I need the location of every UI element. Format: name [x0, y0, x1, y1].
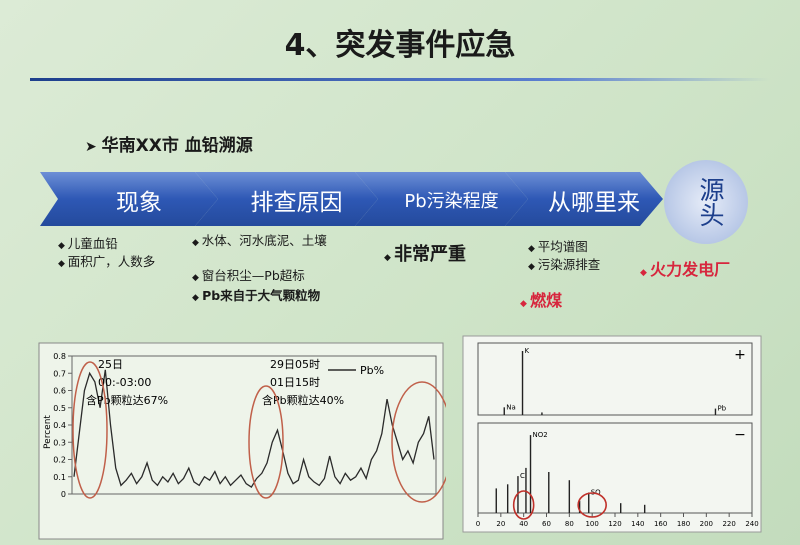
bullet-item: Pb来自于大气颗粒物 — [192, 285, 320, 304]
highlight-ellipse — [248, 385, 284, 499]
subtitle: 华南XX市 血铅溯源 — [85, 131, 253, 156]
bullet-item: 水体、河水底泥、土壤 — [192, 230, 327, 249]
x-tick-label: 140 — [631, 520, 644, 528]
annotation: 含Pb颗粒达40% — [262, 393, 344, 407]
spectrum-chart: + Na K Pb − Cl NO2 SO 0 20 40 60 80 100 120 140 160 180 20… — [462, 335, 762, 533]
y-tick-label: 0.3 — [53, 438, 66, 447]
chevron — [40, 172, 218, 226]
y-tick-label: 0.4 — [53, 421, 66, 430]
x-tick-label: 60 — [542, 520, 551, 528]
peak-label: Na — [506, 403, 516, 411]
y-tick-label: 0.5 — [53, 404, 66, 413]
panel-sign: + — [734, 347, 746, 363]
peak-label: Cl — [520, 472, 527, 480]
x-tick-label: 0 — [476, 520, 480, 528]
peak-label: NO2 — [533, 431, 548, 439]
bullet-item: 面积广，人数多 — [58, 251, 156, 270]
x-tick-label: 200 — [700, 520, 713, 528]
step-label: Pb污染程度 — [404, 191, 499, 212]
bullet-item: 火力发电厂 — [640, 256, 750, 280]
x-tick-label: 40 — [519, 520, 528, 528]
peak-label: K — [525, 347, 530, 355]
highlight-ellipse — [512, 490, 535, 520]
x-tick-label: 100 — [585, 520, 598, 528]
step-label: 源头 — [696, 177, 725, 227]
bullet-item: 非常严重 — [384, 240, 466, 266]
slide-title: 4、突发事件应急 — [284, 28, 516, 63]
source-circle — [664, 160, 748, 244]
legend-label: Pb% — [360, 364, 384, 377]
annotation: 25日 — [98, 358, 123, 371]
bullet-item: 平均谱图 — [528, 236, 588, 255]
x-tick-label: 160 — [654, 520, 667, 528]
x-tick-label: 180 — [677, 520, 690, 528]
x-tick-label: 220 — [722, 520, 735, 528]
step-label: 现象 — [116, 190, 162, 216]
bullet-item: 窗台积尘—Pb超标 — [192, 265, 305, 284]
y-tick-label: 0.1 — [53, 473, 66, 482]
x-tick-label: 20 — [496, 520, 505, 528]
x-tick-label: 120 — [608, 520, 621, 528]
annotation: 含Pb颗粒达67% — [86, 393, 168, 407]
chevron — [355, 172, 528, 226]
y-tick-label: 0.2 — [53, 456, 66, 465]
pb-chart: 0 0.1 0.2 0.3 0.4 0.5 0.6 0.7 0.8 Percent Pb% 25日 00… — [38, 342, 446, 540]
panel-sign: − — [734, 427, 746, 443]
highlight-ellipse — [577, 492, 607, 518]
chevron — [505, 172, 663, 226]
y-axis-label: Percent — [43, 415, 53, 449]
y-tick-label: 0.6 — [53, 387, 66, 396]
chart-frame — [462, 335, 762, 533]
annotation: 01日15时 — [270, 376, 320, 389]
bullet-item: 儿童血铅 — [58, 233, 118, 252]
panel — [477, 342, 753, 416]
y-tick-label: 0.8 — [53, 352, 66, 361]
step-label: 排查原因 — [250, 190, 343, 216]
peak-label: SO — [591, 489, 601, 497]
x-tick-label: 240 — [745, 520, 758, 528]
highlight-ellipse — [72, 361, 108, 499]
chevron — [195, 172, 378, 226]
annotation: 29日05时 — [270, 358, 320, 371]
annotation: 00:-03:00 — [98, 376, 151, 389]
title-rule — [30, 78, 770, 81]
x-tick-label: 80 — [565, 520, 574, 528]
bullet-item: 污染源排查 — [528, 254, 601, 273]
bullet-item: 燃煤 — [520, 287, 562, 311]
y-tick-label: 0 — [61, 490, 66, 499]
y-tick-label: 0.7 — [53, 369, 66, 378]
step-label: 从哪里来 — [548, 190, 640, 216]
peak-label: Pb — [717, 405, 726, 413]
highlight-ellipse — [391, 381, 446, 503]
